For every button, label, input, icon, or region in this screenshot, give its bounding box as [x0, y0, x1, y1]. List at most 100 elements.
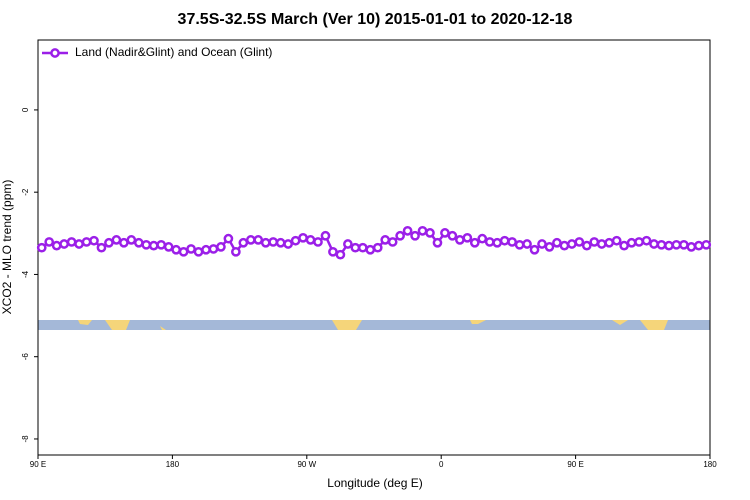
point: [156, 239, 167, 250]
point: [626, 237, 637, 248]
x-tick-label: 0: [439, 460, 444, 469]
point: [335, 249, 346, 260]
point: [223, 233, 234, 244]
point: [604, 237, 615, 248]
point: [328, 246, 338, 257]
point: [111, 235, 122, 245]
point: [36, 242, 47, 253]
point: [74, 239, 84, 249]
point: [387, 237, 398, 247]
point: [372, 242, 383, 253]
point: [492, 237, 503, 248]
point: [96, 242, 107, 253]
point: [245, 235, 256, 245]
point: [357, 242, 368, 253]
point: [178, 246, 189, 257]
point: [679, 239, 689, 250]
point: [477, 233, 488, 244]
point: [574, 237, 585, 247]
point: [44, 237, 55, 247]
point: [484, 237, 495, 247]
point: [395, 230, 405, 241]
point: [581, 240, 592, 251]
chart-title: 37.5S-32.5S March (Ver 10) 2015-01-01 to…: [178, 11, 573, 28]
point: [596, 239, 607, 249]
point: [664, 240, 674, 251]
point: [89, 235, 99, 246]
legend-marker: [50, 48, 60, 58]
point: [462, 232, 473, 243]
point: [290, 235, 301, 246]
point: [186, 244, 196, 254]
point: [544, 242, 555, 252]
point: [81, 237, 92, 247]
point: [529, 244, 540, 255]
point: [671, 239, 682, 250]
point: [455, 235, 465, 245]
x-tick-label: 90 E: [567, 460, 583, 469]
point: [559, 240, 570, 251]
legend-label: Land (Nadir&Glint) and Ocean (Glint): [75, 45, 272, 59]
point: [298, 232, 308, 243]
point: [693, 240, 704, 251]
y-tick-label: -6: [21, 353, 30, 361]
point: [402, 225, 413, 236]
x-axis-label: Longitude (deg E): [327, 476, 422, 490]
point: [216, 242, 226, 252]
point: [171, 244, 181, 255]
point: [231, 246, 241, 257]
map-strip: [38, 320, 710, 330]
ocean-band: [38, 320, 710, 330]
point: [313, 237, 323, 247]
point: [649, 239, 659, 249]
point: [253, 235, 264, 245]
point: [238, 237, 249, 248]
point: [567, 239, 577, 249]
x-tick-label: 180: [703, 460, 717, 469]
point: [193, 246, 204, 257]
point: [432, 237, 443, 248]
point: [305, 235, 316, 245]
point: [350, 242, 361, 253]
point: [469, 237, 480, 248]
point: [686, 242, 697, 252]
point: [201, 244, 211, 255]
point: [148, 240, 159, 251]
point: [268, 237, 279, 247]
point: [260, 237, 271, 248]
point: [507, 237, 517, 247]
point: [119, 237, 129, 248]
point: [522, 239, 532, 249]
x-tick-label: 90 W: [297, 460, 316, 469]
point: [537, 239, 547, 249]
point: [619, 240, 629, 251]
point: [589, 237, 600, 247]
x-tick-label: 180: [166, 460, 180, 469]
point: [126, 235, 137, 245]
point: [51, 240, 62, 251]
point: [552, 237, 562, 248]
y-tick-label: -2: [21, 188, 30, 196]
point: [59, 239, 69, 249]
point: [275, 237, 286, 248]
point: [141, 239, 152, 250]
point: [283, 239, 293, 249]
point: [66, 237, 77, 247]
point: [447, 230, 458, 241]
point: [133, 237, 144, 248]
point: [634, 237, 644, 247]
y-axis-label: XCO2 - MLO trend (ppm): [0, 180, 14, 315]
y-tick-label: -8: [21, 435, 30, 443]
y-tick-label: 0: [21, 107, 30, 112]
x-tick-label: 90 E: [30, 460, 46, 469]
point: [208, 244, 219, 254]
point: [514, 239, 525, 250]
point: [417, 225, 428, 236]
point: [499, 235, 510, 246]
point: [656, 239, 667, 250]
point: [410, 230, 420, 241]
y-tick-label: -4: [21, 270, 30, 278]
point: [104, 237, 114, 248]
point: [163, 242, 174, 252]
point: [425, 228, 435, 238]
